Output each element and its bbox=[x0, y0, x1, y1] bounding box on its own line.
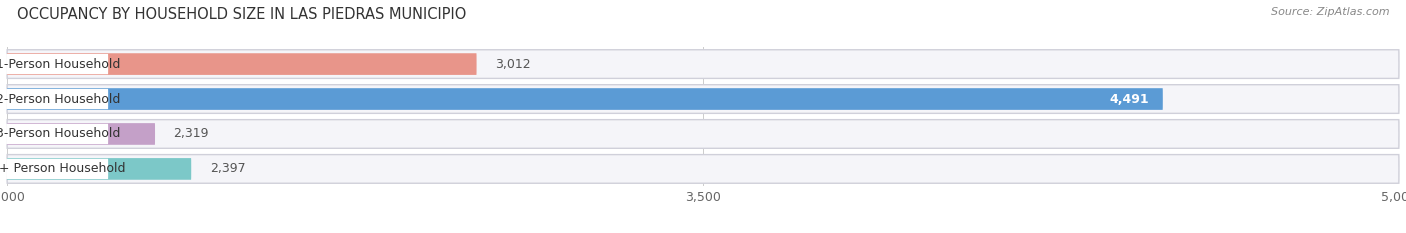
FancyBboxPatch shape bbox=[7, 85, 1399, 113]
Text: 2-Person Household: 2-Person Household bbox=[0, 93, 121, 106]
Text: 3-Person Household: 3-Person Household bbox=[0, 127, 121, 140]
FancyBboxPatch shape bbox=[7, 88, 1163, 110]
FancyBboxPatch shape bbox=[7, 53, 477, 75]
Text: 4+ Person Household: 4+ Person Household bbox=[0, 162, 125, 175]
Text: Source: ZipAtlas.com: Source: ZipAtlas.com bbox=[1271, 7, 1389, 17]
Text: 4,491: 4,491 bbox=[1109, 93, 1149, 106]
FancyBboxPatch shape bbox=[6, 159, 108, 179]
FancyBboxPatch shape bbox=[8, 86, 1398, 112]
FancyBboxPatch shape bbox=[6, 54, 108, 74]
FancyBboxPatch shape bbox=[8, 51, 1398, 77]
FancyBboxPatch shape bbox=[7, 158, 191, 180]
FancyBboxPatch shape bbox=[6, 124, 108, 144]
FancyBboxPatch shape bbox=[8, 121, 1398, 147]
Text: 2,397: 2,397 bbox=[209, 162, 246, 175]
Text: 2,319: 2,319 bbox=[173, 127, 209, 140]
FancyBboxPatch shape bbox=[7, 155, 1399, 183]
Text: 1-Person Household: 1-Person Household bbox=[0, 58, 121, 71]
Text: 3,012: 3,012 bbox=[495, 58, 530, 71]
FancyBboxPatch shape bbox=[6, 89, 108, 109]
FancyBboxPatch shape bbox=[8, 156, 1398, 182]
FancyBboxPatch shape bbox=[7, 120, 1399, 148]
Text: OCCUPANCY BY HOUSEHOLD SIZE IN LAS PIEDRAS MUNICIPIO: OCCUPANCY BY HOUSEHOLD SIZE IN LAS PIEDR… bbox=[17, 7, 467, 22]
FancyBboxPatch shape bbox=[7, 123, 155, 145]
FancyBboxPatch shape bbox=[7, 50, 1399, 78]
